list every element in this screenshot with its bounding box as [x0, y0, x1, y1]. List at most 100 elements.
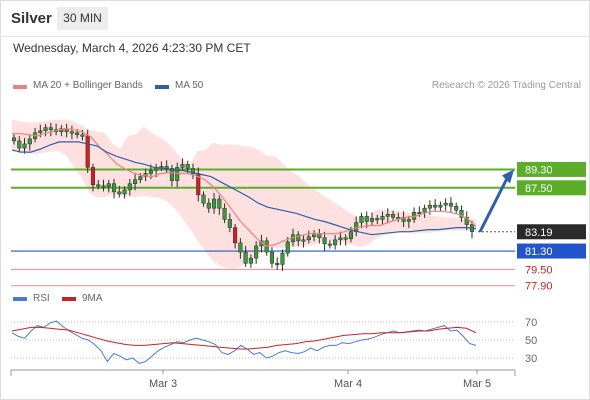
rsi-ma-legend-label: 9MA [82, 293, 103, 304]
resistance-tag-1: 89.30 [525, 164, 553, 176]
ma50-line [11, 141, 477, 236]
candle-body [148, 170, 153, 174]
forecast-arrow [478, 175, 510, 233]
candle-body [11, 137, 17, 142]
x-tick-label-2: Mar 4 [334, 378, 362, 390]
candle-body [459, 209, 464, 218]
candle-body [90, 167, 96, 185]
candle-body [211, 198, 217, 209]
candle-body [301, 239, 306, 242]
candle-body [38, 130, 43, 133]
candle-body [285, 241, 290, 254]
candle-body [243, 251, 248, 264]
candle-body [222, 207, 227, 220]
candle-body [433, 204, 438, 208]
datetime-label: Wednesday, March 4, 2026 4:23:30 PM CET [13, 41, 251, 55]
candle-body [233, 227, 238, 244]
candle-body [133, 179, 138, 184]
last-price-tag-bg [517, 224, 586, 240]
candle-body [306, 236, 311, 241]
candle-body [80, 134, 85, 137]
x-tick-label-3: Mar 5 [463, 378, 491, 390]
candle-body [317, 233, 322, 239]
support-tag-2: 77.90 [525, 281, 553, 293]
candle-body [17, 140, 22, 149]
ma20-legend-swatch [13, 85, 27, 89]
rsi-legend-label: RSI [33, 293, 50, 304]
candle-body [43, 127, 48, 131]
candle-body [422, 207, 427, 213]
candle-body [348, 231, 353, 240]
ma20-line [12, 127, 477, 247]
candle-body [27, 138, 32, 145]
candle-body [48, 127, 53, 130]
candle-body [122, 189, 127, 195]
candle-body [85, 135, 90, 168]
candle-body [143, 173, 148, 177]
ma50-legend-swatch [155, 85, 169, 89]
support-tag-1: 79.50 [525, 264, 553, 276]
candle-body [111, 183, 117, 193]
top-bar: Silver 30 MIN [0, 0, 590, 37]
interval-badge[interactable]: 30 MIN [57, 7, 108, 30]
candle-body [217, 198, 222, 209]
rsi-line [11, 320, 477, 364]
candle-body [127, 183, 132, 191]
credit-label: Research © 2026 Trading Central [431, 80, 581, 91]
ma20-legend-label: MA 20 + Bollinger Bands [33, 80, 143, 91]
rsi-legend-swatch [13, 297, 27, 301]
candle-body [138, 176, 143, 180]
candle-body [117, 191, 122, 195]
x-tick-label-1: Mar 3 [149, 378, 177, 390]
candle-body [369, 218, 375, 222]
candle-body [254, 245, 259, 259]
rsi-ma-legend-swatch [62, 297, 76, 301]
candle-body [75, 132, 80, 136]
candle-body [390, 214, 396, 218]
candle-body [443, 202, 448, 206]
candle-body [438, 204, 443, 208]
pivot-tag: 81.30 [525, 246, 553, 258]
candle-body [264, 240, 269, 253]
candle-body [180, 164, 185, 168]
candle-body [96, 184, 101, 187]
candle-body [464, 217, 469, 225]
rsi-ma-line [11, 326, 477, 350]
candle-body [364, 216, 369, 222]
candle-body [164, 166, 169, 169]
forecast-arrow-head [502, 169, 514, 184]
candle-body [333, 239, 338, 246]
last-price-tag: 83.19 [525, 227, 553, 239]
candle-body [406, 219, 411, 222]
candle-body [190, 168, 196, 174]
candle-body [248, 257, 253, 264]
rsi-tick-30: 30 [525, 353, 537, 365]
resistance-tag-1-bg [517, 161, 586, 177]
resistance-tag-2: 87.50 [525, 183, 553, 195]
candle-body [22, 143, 27, 149]
candle-body [343, 237, 348, 240]
candle-body [448, 202, 453, 207]
candle-body [427, 204, 432, 209]
rsi-tick-70: 70 [525, 317, 537, 329]
candle-body [417, 212, 422, 215]
candle-body [227, 219, 232, 228]
pivot-tag-bg [517, 243, 586, 259]
candle-body [269, 251, 275, 264]
candle-body [69, 131, 74, 134]
symbol-title: Silver [11, 10, 52, 27]
candle-body [280, 252, 285, 265]
candle-body [380, 216, 385, 220]
candle-body [385, 214, 390, 217]
candle-body [338, 237, 343, 241]
candle-body [201, 194, 206, 204]
rsi-tick-50: 50 [525, 335, 537, 347]
candle-body [275, 263, 280, 266]
candle-body [359, 216, 364, 223]
candle-body [375, 218, 380, 221]
candle-body [185, 164, 190, 169]
candle-body [101, 185, 106, 188]
candle-body [296, 234, 301, 242]
resistance-tag-2-bg [517, 180, 586, 196]
